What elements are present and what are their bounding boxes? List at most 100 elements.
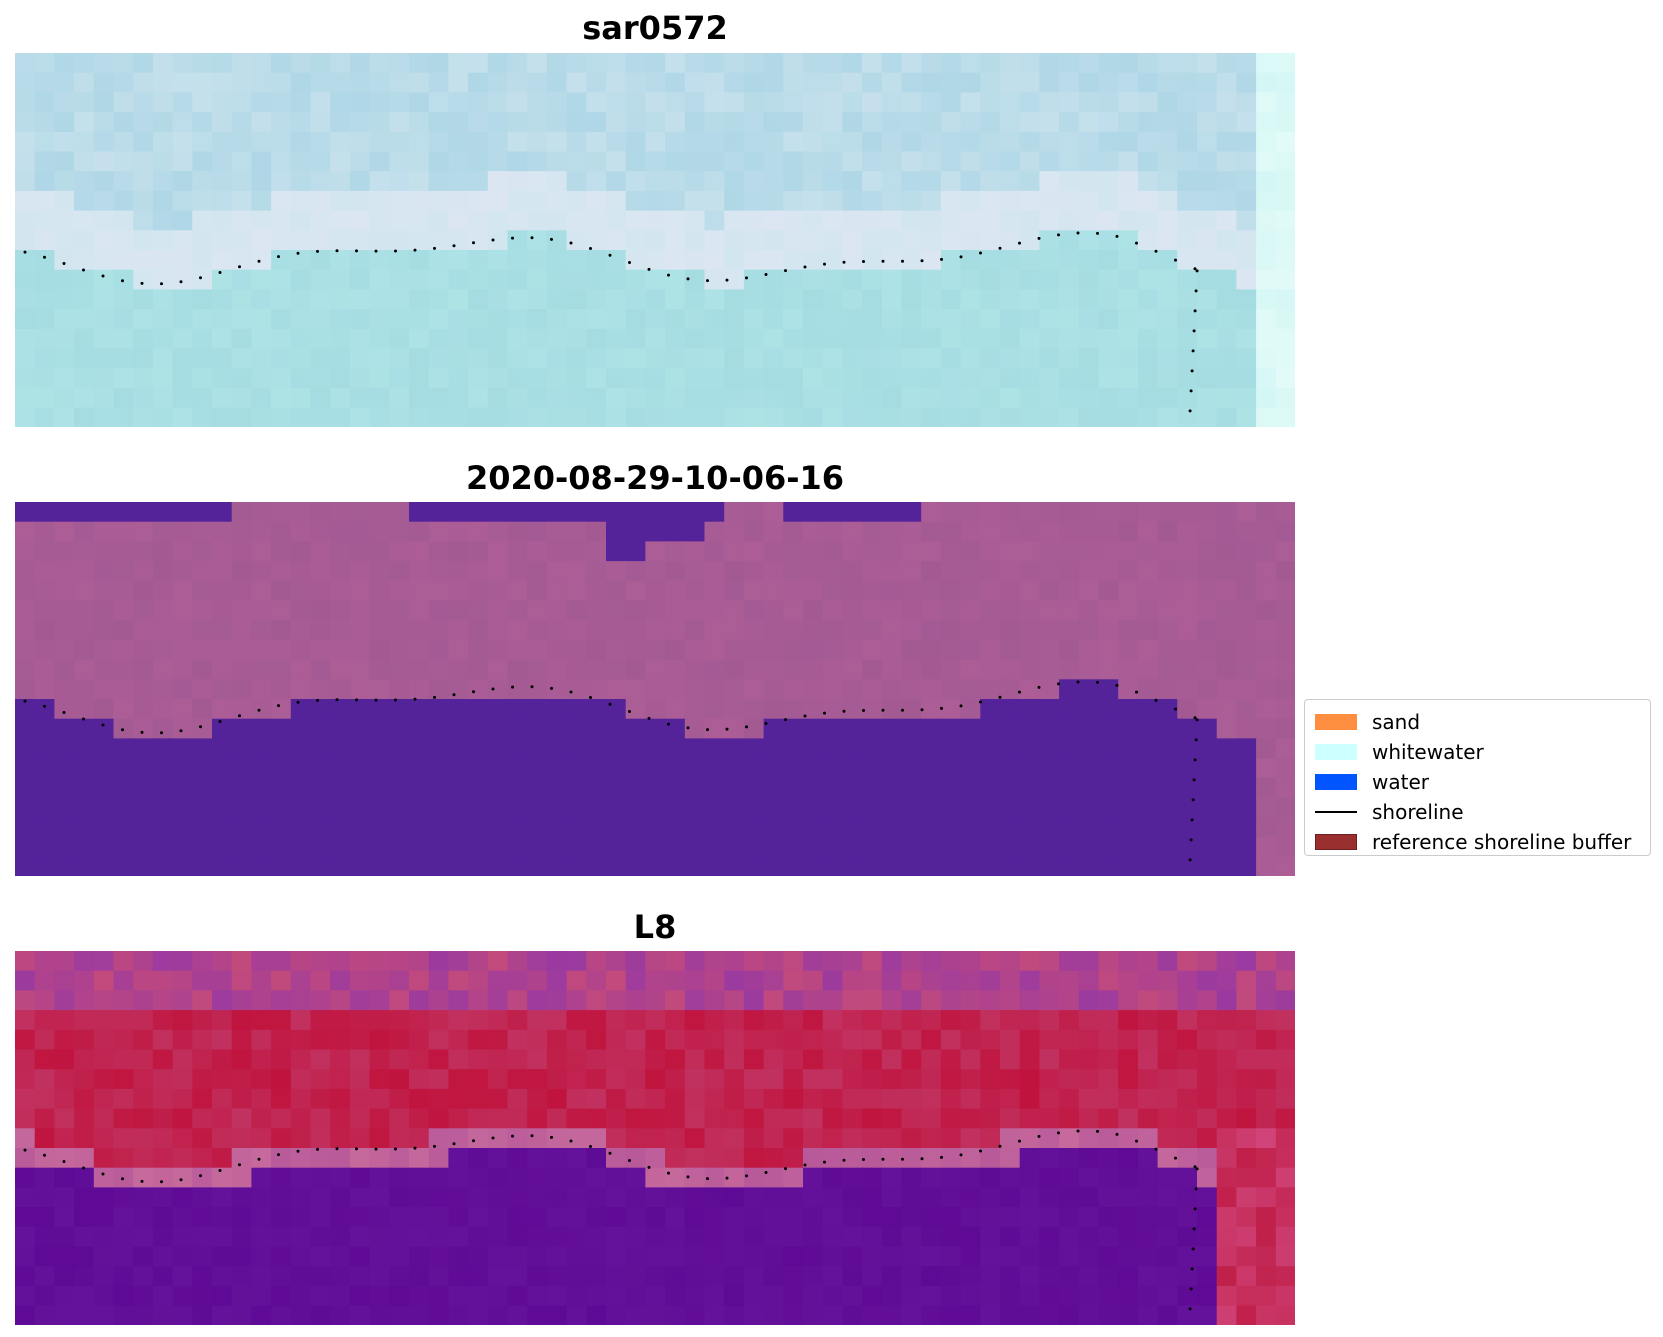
- shoreline-point: [686, 726, 690, 730]
- pixel: [409, 1128, 430, 1149]
- pixel: [34, 387, 55, 409]
- pixel: [803, 970, 824, 991]
- pixel: [1137, 777, 1159, 799]
- pixel: [1000, 758, 1021, 779]
- pixel: [901, 1187, 922, 1208]
- pixel: [921, 1266, 942, 1287]
- pixel: [1236, 758, 1257, 779]
- pixel: [1019, 1305, 1040, 1325]
- pixel: [1236, 1108, 1257, 1129]
- pixel: [74, 502, 95, 523]
- pixel: [1078, 541, 1100, 562]
- pixel: [369, 580, 390, 602]
- pixel: [980, 1128, 1001, 1149]
- pixel: [1256, 580, 1277, 602]
- pixel: [1118, 1010, 1139, 1031]
- pixel: [645, 836, 666, 858]
- pixel: [645, 171, 666, 192]
- pixel: [212, 1069, 233, 1090]
- shoreline-point: [1018, 690, 1021, 694]
- pixel: [192, 190, 213, 212]
- pixel: [1078, 856, 1100, 876]
- pixel: [1236, 348, 1257, 369]
- pixel: [684, 600, 706, 621]
- pixel: [862, 699, 883, 720]
- pixel: [1019, 1069, 1040, 1090]
- shoreline-point: [1190, 818, 1194, 822]
- pixel: [783, 1069, 804, 1090]
- pixel: [271, 387, 292, 409]
- pixel: [1059, 856, 1080, 876]
- pixel: [1157, 53, 1178, 74]
- pixel: [74, 561, 95, 582]
- pixel: [369, 309, 390, 330]
- pixel: [724, 1305, 745, 1325]
- pixel: [349, 1128, 371, 1149]
- pixel: [1275, 1285, 1295, 1307]
- pixel: [1216, 328, 1237, 350]
- pixel: [133, 1226, 154, 1248]
- pixel: [1236, 1285, 1257, 1307]
- pixel: [192, 92, 213, 113]
- pixel: [645, 659, 666, 680]
- pixel: [980, 92, 1001, 113]
- pixel: [192, 112, 213, 133]
- pixel: [389, 1305, 410, 1325]
- pixel: [625, 620, 646, 641]
- pixel: [15, 1207, 36, 1228]
- pixel: [1216, 679, 1237, 700]
- pixel: [389, 541, 410, 562]
- pixel: [921, 190, 942, 212]
- pixel: [606, 620, 627, 641]
- pixel: [1177, 699, 1198, 720]
- pixel: [1137, 1128, 1159, 1149]
- pixel: [330, 817, 351, 838]
- pixel: [1000, 1069, 1021, 1090]
- pixel: [251, 131, 272, 153]
- pixel: [862, 131, 883, 153]
- pixel: [1256, 230, 1277, 251]
- pixel: [1236, 970, 1257, 991]
- water-swatch-icon: [1315, 774, 1357, 790]
- pixel: [665, 230, 686, 251]
- pixel: [133, 561, 154, 582]
- shoreline-point: [998, 695, 1002, 699]
- pixel: [507, 328, 528, 350]
- pixel: [1039, 72, 1060, 93]
- pixel: [881, 1108, 903, 1129]
- pixel: [921, 699, 942, 720]
- pixel: [310, 1029, 331, 1051]
- pixel: [1275, 1167, 1295, 1188]
- pixel: [231, 210, 252, 231]
- pixel: [566, 92, 587, 113]
- pixel: [1216, 1010, 1237, 1031]
- pixel: [1275, 951, 1295, 972]
- pixel: [34, 407, 55, 427]
- pixel: [822, 990, 843, 1011]
- pixel: [901, 541, 922, 562]
- pixel: [527, 990, 548, 1011]
- pixel: [1137, 639, 1159, 661]
- pixel: [74, 230, 95, 251]
- shoreline-point: [491, 238, 495, 242]
- pixel: [606, 738, 627, 759]
- pixel: [468, 1069, 489, 1090]
- pixel: [34, 171, 55, 192]
- pixel: [231, 1069, 252, 1090]
- pixel: [566, 1266, 587, 1287]
- pixel: [1256, 387, 1277, 409]
- pixel: [54, 990, 75, 1011]
- pixel: [665, 580, 686, 602]
- pixel: [212, 620, 233, 641]
- pixel: [448, 1246, 469, 1267]
- pixel: [606, 817, 627, 838]
- pixel: [231, 269, 252, 290]
- pixel: [566, 1167, 587, 1188]
- pixel: [566, 1069, 587, 1090]
- pixel: [1078, 289, 1100, 310]
- pixel: [1236, 817, 1257, 838]
- pixel: [901, 1285, 922, 1307]
- pixel: [15, 171, 36, 192]
- pixel: [507, 777, 528, 799]
- pixel: [93, 580, 115, 602]
